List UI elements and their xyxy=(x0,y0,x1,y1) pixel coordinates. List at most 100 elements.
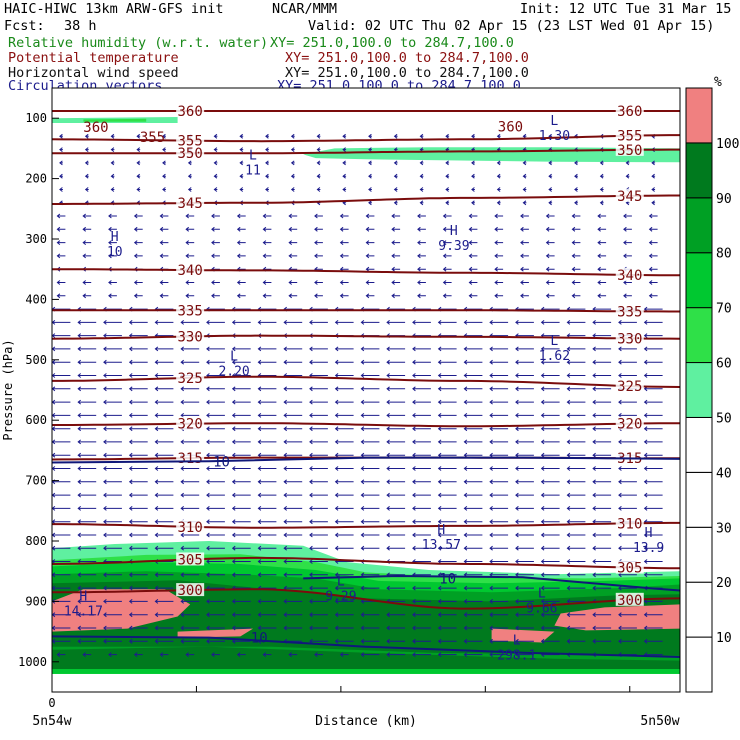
wind-vector xyxy=(309,599,328,604)
wind-vector xyxy=(618,439,637,445)
wind-vector xyxy=(231,346,251,352)
theta-label-bg xyxy=(615,103,644,117)
wind-vector xyxy=(571,240,581,245)
wind-vector xyxy=(334,386,354,392)
wind-vector xyxy=(592,386,612,392)
wind-vector xyxy=(540,625,560,631)
wind-vector xyxy=(463,346,483,352)
rh-saturated-patch xyxy=(554,604,680,631)
wind-vector xyxy=(77,519,97,525)
wind-vector xyxy=(360,492,380,498)
wind-vector xyxy=(77,532,97,538)
wind-vector xyxy=(110,187,115,192)
wind-vector xyxy=(231,439,251,445)
theta-contour-line xyxy=(52,268,680,277)
wind-vector xyxy=(103,413,122,418)
wind-vector xyxy=(56,213,66,219)
wind-vector xyxy=(437,545,457,551)
wind-vector xyxy=(206,479,225,485)
wind-vector xyxy=(262,293,272,299)
wind-vector xyxy=(618,466,637,471)
wind-vector xyxy=(103,506,122,511)
wind-vector xyxy=(463,585,483,591)
wind-vector xyxy=(515,479,534,485)
colorbar-label: 10 xyxy=(716,631,732,646)
wind-vector xyxy=(154,519,174,525)
wind-vector xyxy=(592,612,612,618)
wind-vector xyxy=(154,585,174,591)
wind-vector xyxy=(643,545,663,551)
wind-vector xyxy=(365,253,375,259)
wind-vector xyxy=(154,426,174,432)
wind-vector xyxy=(77,466,97,471)
wind-vector xyxy=(489,545,509,551)
wind-vector xyxy=(206,452,225,458)
wind-vector xyxy=(231,612,251,618)
wind-vector xyxy=(77,612,97,618)
wind-vector xyxy=(103,612,122,618)
wind-vector xyxy=(180,506,200,511)
wind-vector xyxy=(154,599,174,604)
theta-label-bg xyxy=(176,303,205,317)
wind-vector xyxy=(494,280,504,285)
wind-vector xyxy=(489,399,509,405)
extremum-value: 2.20 xyxy=(218,365,249,380)
wind-vector xyxy=(128,373,148,378)
y-tick-label: 600 xyxy=(25,413,47,427)
wind-vector xyxy=(103,399,122,405)
wind-vector xyxy=(231,359,251,365)
extremum-marker: L xyxy=(337,574,345,589)
theta-label-bg xyxy=(176,196,205,210)
wind-vector xyxy=(154,572,174,578)
wind-vector xyxy=(316,147,321,152)
wind-vector xyxy=(618,320,637,325)
wind-vector xyxy=(648,280,658,285)
wind-vector xyxy=(548,187,553,192)
wind-vector xyxy=(159,280,169,285)
wind-vector xyxy=(290,173,295,179)
wind-vector xyxy=(643,479,663,485)
wind-vector xyxy=(211,293,220,299)
wind-vector xyxy=(597,280,607,285)
wind-vector xyxy=(288,213,298,219)
wind-vector xyxy=(206,346,225,352)
wind-vector xyxy=(545,240,555,245)
wind-vector xyxy=(368,160,372,166)
wind-vector xyxy=(520,253,529,259)
wind-vector xyxy=(592,492,612,498)
wind-vector xyxy=(442,280,452,285)
theta-label-bg xyxy=(176,133,205,147)
wind-vector xyxy=(257,426,277,432)
x-tick-label: 0 xyxy=(48,696,55,710)
wind-vector xyxy=(257,320,277,325)
wind-vector xyxy=(180,492,200,498)
wind-vector xyxy=(571,226,581,232)
wind-vector xyxy=(128,519,148,525)
wind-vector xyxy=(206,599,225,604)
wind-vector xyxy=(206,519,225,525)
wind-vector xyxy=(309,612,328,618)
wind-vector xyxy=(566,413,586,418)
wind-vector xyxy=(566,599,586,604)
wind-vector xyxy=(592,413,612,418)
wind-vector xyxy=(257,572,277,578)
wind-vector xyxy=(180,625,200,631)
wind-vector xyxy=(437,519,457,525)
wind-vector xyxy=(515,346,534,352)
y-tick-label: 300 xyxy=(25,232,47,246)
wind-vector xyxy=(334,466,354,471)
wind-vector xyxy=(437,599,457,604)
wind-vector xyxy=(623,240,632,245)
wind-vector xyxy=(314,253,323,259)
wind-vector xyxy=(128,439,148,445)
wind-vector xyxy=(154,386,174,392)
wind-vector xyxy=(412,413,431,418)
wind-vector xyxy=(463,426,483,432)
wind-vector xyxy=(283,572,303,578)
wind-vector xyxy=(342,133,347,139)
wind-vector xyxy=(412,545,431,551)
wind-vector xyxy=(496,133,501,139)
wind-vector xyxy=(103,519,122,525)
wind-vector xyxy=(211,253,220,259)
field-xy-wind: XY= 251.0,100.0 to 284.7,100.0 xyxy=(285,65,529,81)
